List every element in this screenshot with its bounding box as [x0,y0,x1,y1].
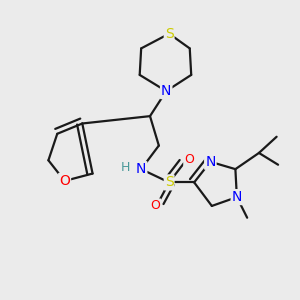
Text: N: N [205,155,215,169]
Text: H: H [120,161,130,174]
Text: O: O [59,174,70,188]
Text: O: O [150,200,160,212]
Text: S: S [165,27,173,41]
Text: N: N [161,84,171,98]
Text: N: N [136,162,146,176]
Text: N: N [232,190,242,204]
Text: O: O [184,153,194,166]
Text: S: S [165,176,173,189]
